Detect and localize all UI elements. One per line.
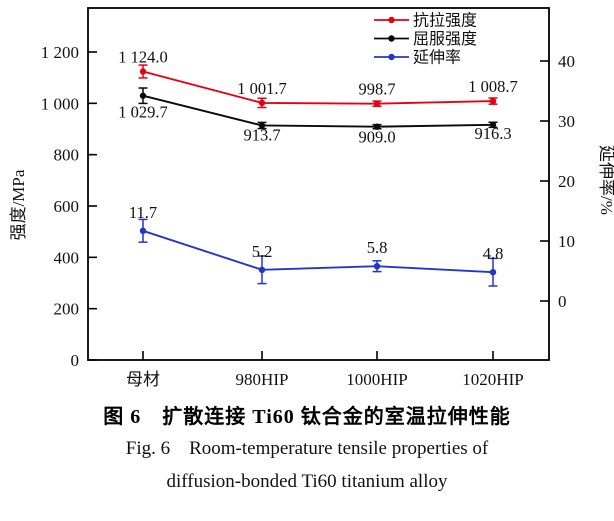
right-axis-tick-label: 10 xyxy=(558,232,575,251)
left-axis-tick-label: 200 xyxy=(54,300,80,319)
right-axis-tick-label: 40 xyxy=(558,52,575,71)
legend-label: 屈服强度 xyxy=(413,30,477,48)
data-point-label: 1 001.7 xyxy=(237,79,287,98)
x-axis-category-label: 1000HIP xyxy=(346,370,407,389)
data-point-label: 909.0 xyxy=(358,128,395,147)
left-axis-tick-label: 800 xyxy=(54,146,80,165)
left-axis-tick-label: 600 xyxy=(54,197,80,216)
legend-marker xyxy=(388,16,395,24)
series-延伸率: 11.7 5.2 5.8 4.8 xyxy=(129,203,504,287)
series-line xyxy=(142,70,494,105)
legend-label: 抗拉强度 xyxy=(413,12,477,30)
data-point-label: 998.7 xyxy=(358,80,395,99)
left-axis-tick-label: 0 xyxy=(71,351,80,370)
right-axis-tick-label: 0 xyxy=(558,292,567,311)
series-抗拉强度: 1 124.0 1 001.7 998.7 1 008.7 xyxy=(118,48,518,109)
left-axis-tick-label: 400 xyxy=(54,248,80,267)
data-point-label: 1 124.0 xyxy=(118,48,168,67)
right-axis-tick-label: 20 xyxy=(558,172,575,191)
data-point xyxy=(373,123,381,130)
data-point xyxy=(139,92,147,99)
data-point-label: 913.7 xyxy=(243,125,280,144)
data-point xyxy=(258,99,266,107)
data-point-label: 4.8 xyxy=(483,244,504,263)
chart-canvas: 0 200 400 600 800 1 000 1 200 0 10 20 30 40 母材 980HIP… xyxy=(9,7,614,389)
data-point-label: 5.2 xyxy=(252,242,273,261)
left-axis-tick-label: 1 200 xyxy=(41,43,79,62)
x-axis-category-label: 980HIP xyxy=(236,370,289,389)
series-line xyxy=(142,94,494,128)
figure-caption: 图 6 扩散连接 Ti60 钛合金的室温拉伸性能 Fig. 6 Room-tem… xyxy=(0,402,614,498)
data-point-label: 1 029.7 xyxy=(118,103,168,122)
series-line xyxy=(142,229,494,274)
data-point-label: 11.7 xyxy=(129,203,157,222)
data-point xyxy=(373,263,381,270)
caption-en-line1: Fig. 6 Room-temperature tensile properti… xyxy=(125,438,489,459)
data-point xyxy=(489,97,497,105)
series-屈服强度: 1 029.7 913.7 909.0 916.3 xyxy=(118,87,512,147)
data-point-label: 1 008.7 xyxy=(468,77,518,96)
plot-frame xyxy=(87,7,550,361)
data-point xyxy=(258,266,266,273)
right-axis-title: 延伸率/% xyxy=(597,145,614,215)
data-point xyxy=(489,269,497,276)
left-axis-tick-label: 1 000 xyxy=(41,94,79,113)
axes: 0 200 400 600 800 1 000 1 200 0 10 20 30 40 母材 980HIP… xyxy=(9,43,614,389)
caption-zh: 图 6 扩散连接 Ti60 钛合金的室温拉伸性能 xyxy=(103,406,511,428)
legend-label: 延伸率 xyxy=(413,49,461,67)
legend-marker xyxy=(388,35,395,42)
data-point xyxy=(139,68,147,75)
data-point-label: 916.3 xyxy=(474,124,511,143)
data-point xyxy=(258,122,266,129)
x-axis-category-label: 母材 xyxy=(126,370,160,389)
left-axis-title: 强度/MPa xyxy=(9,169,28,240)
data-point xyxy=(489,121,497,129)
legend-marker xyxy=(388,53,395,61)
right-axis-tick-label: 30 xyxy=(558,112,575,131)
data-point xyxy=(139,227,147,234)
data-point xyxy=(373,100,381,107)
chart-area: 0 200 400 600 800 1 000 1 200 0 10 20 30 40 母材 980HIP… xyxy=(9,7,614,389)
data-point-label: 5.8 xyxy=(367,238,388,257)
x-axis-category-label: 1020HIP xyxy=(462,370,523,389)
caption-en-line2: diffusion-bonded Ti60 titanium alloy xyxy=(166,471,448,492)
